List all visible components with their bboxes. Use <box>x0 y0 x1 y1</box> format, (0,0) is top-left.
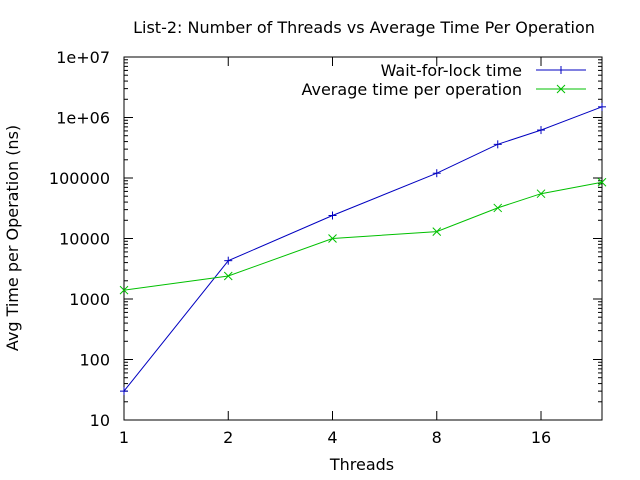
cross-point <box>597 177 607 187</box>
marker-stroke <box>493 203 503 213</box>
x-axis-label: Threads <box>329 455 394 474</box>
plus-point <box>328 211 337 220</box>
marker-stroke <box>223 271 233 281</box>
legend-label: Wait-for-lock time <box>381 61 522 80</box>
x-tick-label: 4 <box>327 428 337 447</box>
y-tick-label: 1e+07 <box>56 48 110 67</box>
plus-point <box>598 102 606 111</box>
cross-point <box>432 227 442 236</box>
x-tick-label: 1 <box>119 428 129 447</box>
cross-point <box>119 285 129 295</box>
marker-stroke <box>536 189 546 199</box>
y-tick-label: 1e+06 <box>56 109 110 128</box>
cross-point <box>328 234 337 243</box>
cross-point <box>556 84 566 94</box>
cross-point <box>536 189 546 199</box>
marker-stroke <box>597 177 607 187</box>
y-tick-label: 100000 <box>49 169 110 188</box>
marker-stroke <box>119 285 129 295</box>
marker-stroke <box>556 84 566 94</box>
plus-point <box>432 169 441 178</box>
plus-point <box>493 140 502 149</box>
plus-point <box>537 126 546 135</box>
axes: 10 100 1000 10000 100000 1e+06 1e+07 1 2 4 8 16 <box>49 48 603 447</box>
series-line <box>123 181 603 291</box>
cross-point <box>493 203 503 213</box>
plus-point <box>120 387 128 396</box>
series-group <box>119 102 607 396</box>
y-tick-label: 10 <box>90 411 110 430</box>
x-tick-label: 16 <box>531 428 551 447</box>
marker-stroke <box>432 227 442 236</box>
marker-stroke <box>328 234 337 243</box>
x-tick-label: 2 <box>223 428 233 447</box>
legend-label: Average time per operation <box>301 80 522 99</box>
plus-point <box>557 66 565 74</box>
y-tick-label: 1000 <box>69 290 110 309</box>
y-axis-label: Avg Time per Operation (ns) <box>3 125 22 351</box>
cross-point <box>223 271 233 281</box>
x-tick-label: 8 <box>432 428 442 447</box>
plus-point <box>224 256 233 265</box>
y-tick-label: 100 <box>79 351 110 370</box>
chart-title: List-2: Number of Threads vs Average Tim… <box>133 18 595 37</box>
plot-border <box>123 56 603 421</box>
y-tick-label: 10000 <box>59 230 110 249</box>
series-line <box>123 106 603 392</box>
